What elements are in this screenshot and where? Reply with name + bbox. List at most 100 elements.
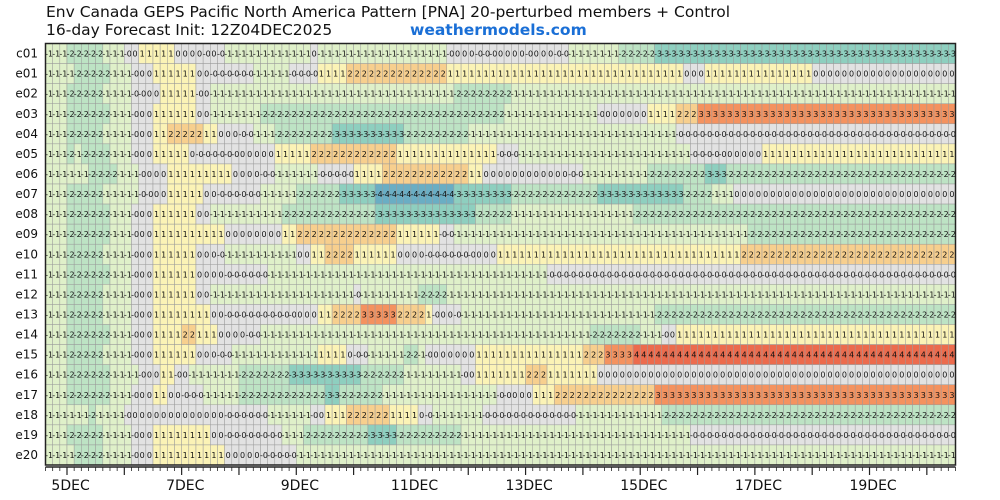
cell-value: -0 xyxy=(883,130,891,139)
cell-value: 0 xyxy=(906,190,911,199)
cell-value: 1 xyxy=(799,150,804,159)
cell-value: -3 xyxy=(869,50,877,59)
cell-value: 1 xyxy=(168,190,173,199)
cell-value: 3 xyxy=(706,391,711,400)
cell-value: 1 xyxy=(820,150,825,159)
cell-value: -1 xyxy=(668,130,676,139)
cell-value: 0 xyxy=(921,190,926,199)
cell-value: 1 xyxy=(183,210,188,219)
cell-value: -2 xyxy=(468,110,476,119)
cell-value: 4 xyxy=(935,351,940,360)
cell-value: -1 xyxy=(67,70,75,79)
cell-value: 1 xyxy=(154,110,159,119)
cell-value: -0 xyxy=(805,130,813,139)
cell-value: 1 xyxy=(190,70,195,79)
cell-value: 2 xyxy=(369,70,374,79)
cell-value: -0 xyxy=(203,50,211,59)
cell-value: 2 xyxy=(419,170,424,179)
cell-value: 1 xyxy=(534,70,539,79)
cell-value: 3 xyxy=(914,110,919,119)
cell-value: 1 xyxy=(763,331,768,340)
cell-value: 1 xyxy=(154,310,159,319)
cell-value: 2 xyxy=(326,230,331,239)
cell-value: -3 xyxy=(353,130,361,139)
cell-value: -1 xyxy=(382,50,390,59)
cell-value: 1 xyxy=(183,110,188,119)
cell-value: 0 xyxy=(197,411,202,420)
site-watermark[interactable]: weathermodels.com xyxy=(410,21,587,39)
cell-value: 1 xyxy=(562,351,567,360)
cell-value: 1 xyxy=(190,310,195,319)
cell-value: -1 xyxy=(948,90,956,99)
cell-value: 2 xyxy=(426,70,431,79)
cell-value: 3 xyxy=(770,110,775,119)
cell-value: -0 xyxy=(239,130,247,139)
cell-value: 1 xyxy=(290,150,295,159)
cell-value: 3 xyxy=(849,391,854,400)
cell-value: 2 xyxy=(412,70,417,79)
cell-value: -1 xyxy=(898,90,906,99)
cell-value: -2 xyxy=(454,110,462,119)
cell-value: 0 xyxy=(548,170,553,179)
cell-value: 2 xyxy=(878,250,883,259)
cell-value: 1 xyxy=(577,250,582,259)
cell-value: -2 xyxy=(81,90,89,99)
chart-subtitle: 16-day Forecast Init: 12Z04DEC2025 xyxy=(46,21,333,39)
cell-value: 0 xyxy=(505,50,510,59)
cell-value: 0 xyxy=(204,190,209,199)
cell-value: 0 xyxy=(763,190,768,199)
cell-value: -2 xyxy=(468,90,476,99)
cell-value: -3 xyxy=(776,50,784,59)
cell-value: 0 xyxy=(190,150,195,159)
cell-value: -0 xyxy=(769,130,777,139)
cell-value: -2 xyxy=(274,110,282,119)
cell-value: -1 xyxy=(891,90,899,99)
cell-value: -2 xyxy=(497,110,505,119)
cell-value: 0 xyxy=(140,250,145,259)
cell-value: -0 xyxy=(891,130,899,139)
heatmap-row-e07: -1 -1 -1 -2 -2 -2 -2 -2 -1 -1 -1 -1 -1 -0 -0 0 0 1 1 1 1 1 0 0-… xyxy=(45,183,956,205)
cell-value: 1 xyxy=(677,331,682,340)
cell-value: 0 xyxy=(161,170,166,179)
cell-value: 4 xyxy=(921,351,926,360)
cell-value: 0 xyxy=(297,310,302,319)
cell-value: -1 xyxy=(597,90,605,99)
cell-value: 0 xyxy=(799,190,804,199)
row-label: e09 xyxy=(15,227,38,241)
cell-value: 0 xyxy=(842,190,847,199)
cell-value: -1 xyxy=(110,110,118,119)
cell-value: 1 xyxy=(176,431,181,440)
cell-value: 3 xyxy=(770,391,775,400)
cell-value: 2 xyxy=(376,230,381,239)
cell-value: -2 xyxy=(325,110,333,119)
cell-value: 3 xyxy=(785,391,790,400)
cell-value: 0 xyxy=(219,431,224,440)
cell-value: -2 xyxy=(497,90,505,99)
cell-value: 0 xyxy=(878,190,883,199)
cell-value: 0 xyxy=(204,210,209,219)
cell-value: 2 xyxy=(347,310,352,319)
cell-value: 0 xyxy=(849,371,854,380)
cell-value: 1 xyxy=(785,331,790,340)
heatmap-row-c01: -1 -1 -1 -2 -2 -2 -2 -2 -1 -1 -1 -0 0 1 1 1 1 1 0 0 0 0 -0 0 -0-… xyxy=(45,43,956,64)
cell-value: -1 xyxy=(497,130,505,139)
cell-value: -1 xyxy=(754,90,762,99)
cell-value: 0 xyxy=(641,371,646,380)
cell-value: 2 xyxy=(369,230,374,239)
cell-value: -1 xyxy=(325,90,333,99)
cell-value: 3 xyxy=(749,391,754,400)
cell-value: 0 xyxy=(190,50,195,59)
cell-value: -3 xyxy=(883,50,891,59)
cell-value: -1 xyxy=(45,110,53,119)
cell-value: -1 xyxy=(611,90,619,99)
cell-value: 0 xyxy=(211,310,216,319)
cell-value: 1 xyxy=(584,70,589,79)
cell-value: -0 xyxy=(919,130,927,139)
cell-value: 4 xyxy=(892,351,897,360)
cell-value: 1 xyxy=(720,70,725,79)
cell-value: 1 xyxy=(914,331,919,340)
cell-value: 1 xyxy=(921,150,926,159)
cell-value: 1 xyxy=(914,150,919,159)
cell-value: 1 xyxy=(527,250,532,259)
cell-value: -1 xyxy=(769,90,777,99)
